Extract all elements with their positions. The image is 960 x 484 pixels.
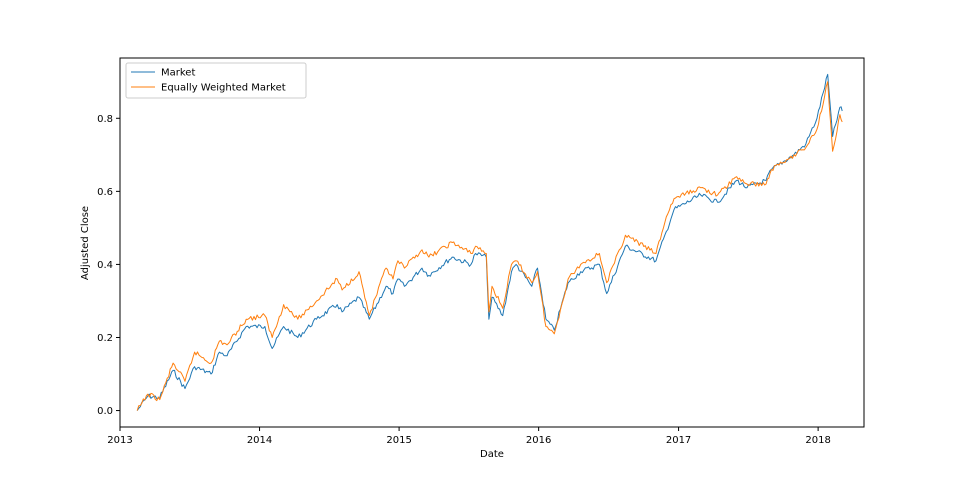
legend: Market Equally Weighted Market — [125, 62, 307, 99]
y-tick-label: 0.6 — [97, 187, 113, 198]
x-tick-label: 2018 — [805, 435, 830, 446]
y-tick-label: 0.0 — [97, 406, 113, 417]
series-layer — [136, 73, 843, 411]
x-axis: 2013 2014 2015 2016 2017 2018 — [107, 427, 831, 446]
x-tick-label: 2016 — [526, 435, 551, 446]
legend-label-1: Market — [161, 68, 195, 79]
series-line-2 — [136, 81, 843, 411]
x-tick-label: 2013 — [107, 435, 132, 446]
x-tick-label: 2017 — [666, 435, 691, 446]
y-tick-label: 0.4 — [97, 260, 113, 271]
x-axis-label: Date — [480, 449, 504, 460]
y-tick-label: 0.2 — [97, 333, 113, 344]
x-tick-label: 2014 — [247, 435, 272, 446]
x-tick-label: 2015 — [386, 435, 411, 446]
y-axis: 0.0 0.2 0.4 0.6 0.8 — [97, 114, 120, 417]
y-axis-label: Adjusted Close — [80, 206, 91, 280]
plot-frame — [119, 57, 865, 428]
series-line-1 — [136, 73, 843, 411]
legend-box — [125, 62, 307, 99]
y-tick-label: 0.8 — [97, 114, 113, 125]
legend-label-2: Equally Weighted Market — [161, 83, 286, 94]
